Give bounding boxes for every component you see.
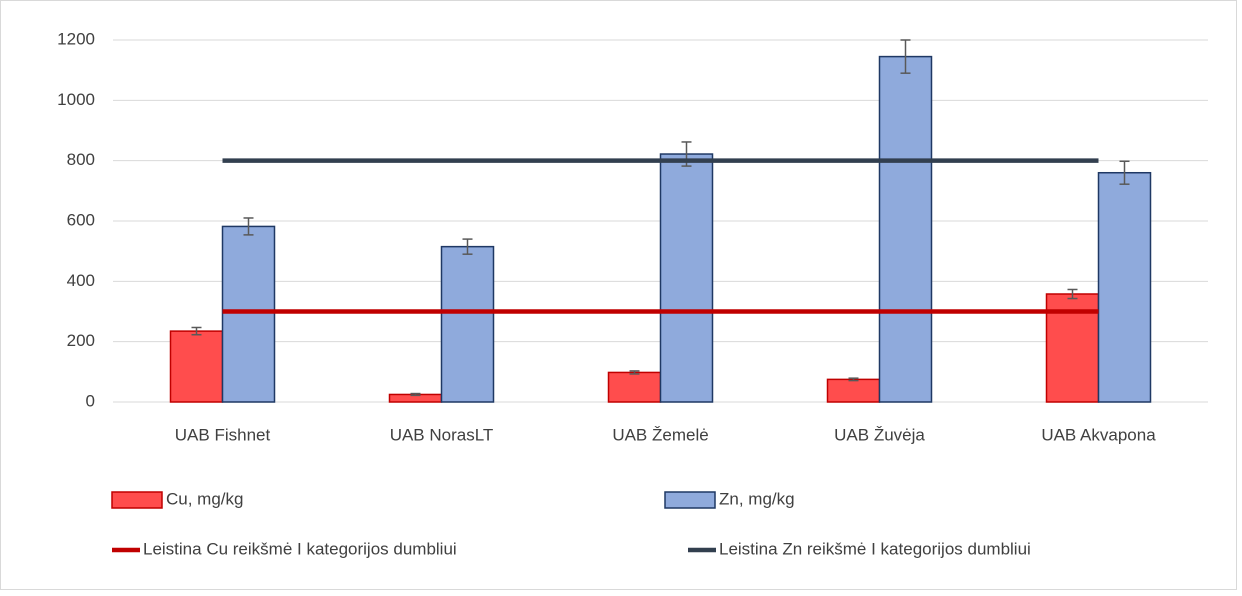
y-tick-label: 200	[67, 331, 95, 350]
legend-swatch	[664, 491, 716, 509]
x-tick-label: UAB Žemelė	[612, 425, 708, 444]
bar	[607, 371, 662, 403]
x-tick-label: UAB Fishnet	[175, 425, 271, 444]
error-bar	[243, 217, 254, 236]
x-tick-label: UAB Akvapona	[1041, 425, 1156, 444]
y-tick-label: 0	[86, 391, 95, 410]
legend-swatch	[111, 491, 163, 509]
bar	[440, 245, 495, 403]
bar	[826, 378, 881, 403]
bar	[169, 330, 224, 403]
error-bar	[410, 392, 421, 397]
error-bar	[462, 238, 473, 255]
y-tick-label: 400	[67, 271, 95, 290]
legend-label: Leistina Cu reikšmė I kategorijos dumbli…	[143, 539, 457, 558]
y-tick-label: 800	[67, 150, 95, 169]
legend-label: Cu, mg/kg	[166, 489, 243, 508]
legend-label: Leistina Zn reikšmė I kategorijos dumbli…	[719, 539, 1031, 558]
error-bar	[1119, 160, 1130, 185]
bar	[878, 55, 933, 403]
bar	[659, 153, 714, 403]
y-tick-label: 1200	[57, 29, 95, 48]
bar	[1097, 171, 1152, 403]
error-bar	[1067, 288, 1078, 300]
x-tick-label: UAB Žuvėja	[834, 425, 925, 444]
legend-label: Zn, mg/kg	[719, 489, 795, 508]
error-bar	[848, 377, 859, 382]
x-tick-label: UAB NorasLT	[390, 425, 494, 444]
error-bar	[629, 370, 640, 375]
y-tick-label: 600	[67, 210, 95, 229]
bar	[221, 225, 276, 403]
error-bar	[191, 326, 202, 336]
error-bar	[900, 39, 911, 74]
y-tick-label: 1000	[57, 90, 95, 109]
